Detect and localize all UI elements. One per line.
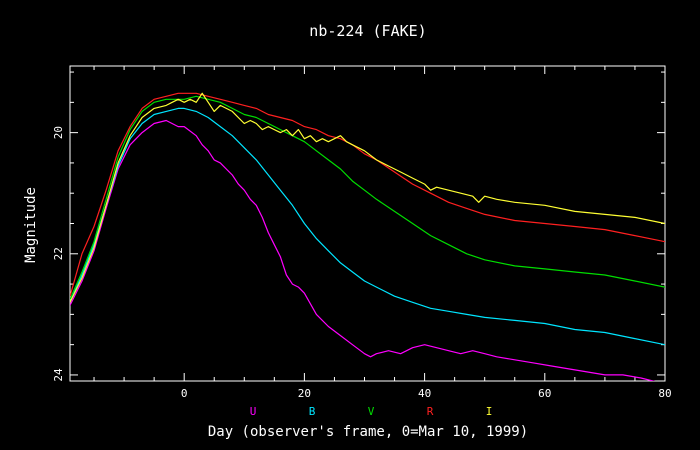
legend-label-b: B — [309, 405, 316, 418]
legend-label-v: V — [368, 405, 375, 418]
x-tick-label: 80 — [658, 387, 671, 400]
x-tick-label: 20 — [298, 387, 311, 400]
x-tick-label: 60 — [538, 387, 551, 400]
x-axis-label: Day (observer's frame, 0=Mar 10, 1999) — [208, 424, 528, 440]
series-line-b — [70, 107, 665, 346]
series-line-u — [70, 119, 656, 381]
series-line-r — [70, 92, 665, 297]
plot-area: 0 20 40 60 80 20 22 24 — [52, 65, 672, 400]
y-tick-label: 20 — [52, 126, 65, 139]
legend-label-i: I — [486, 405, 493, 418]
legend-label-r: R — [427, 405, 434, 418]
series-line-i — [70, 92, 665, 303]
x-tick-label: 40 — [418, 387, 431, 400]
chart-title: nb-224 (FAKE) — [309, 22, 426, 40]
y-tick-label: 22 — [52, 247, 65, 260]
series-lines — [70, 92, 665, 381]
legend-label-u: U — [250, 405, 257, 418]
x-tick-label: 0 — [181, 387, 188, 400]
series-line-v — [70, 95, 665, 300]
y-tick-label: 24 — [52, 368, 65, 382]
y-axis-label: Magnitude — [23, 187, 39, 263]
